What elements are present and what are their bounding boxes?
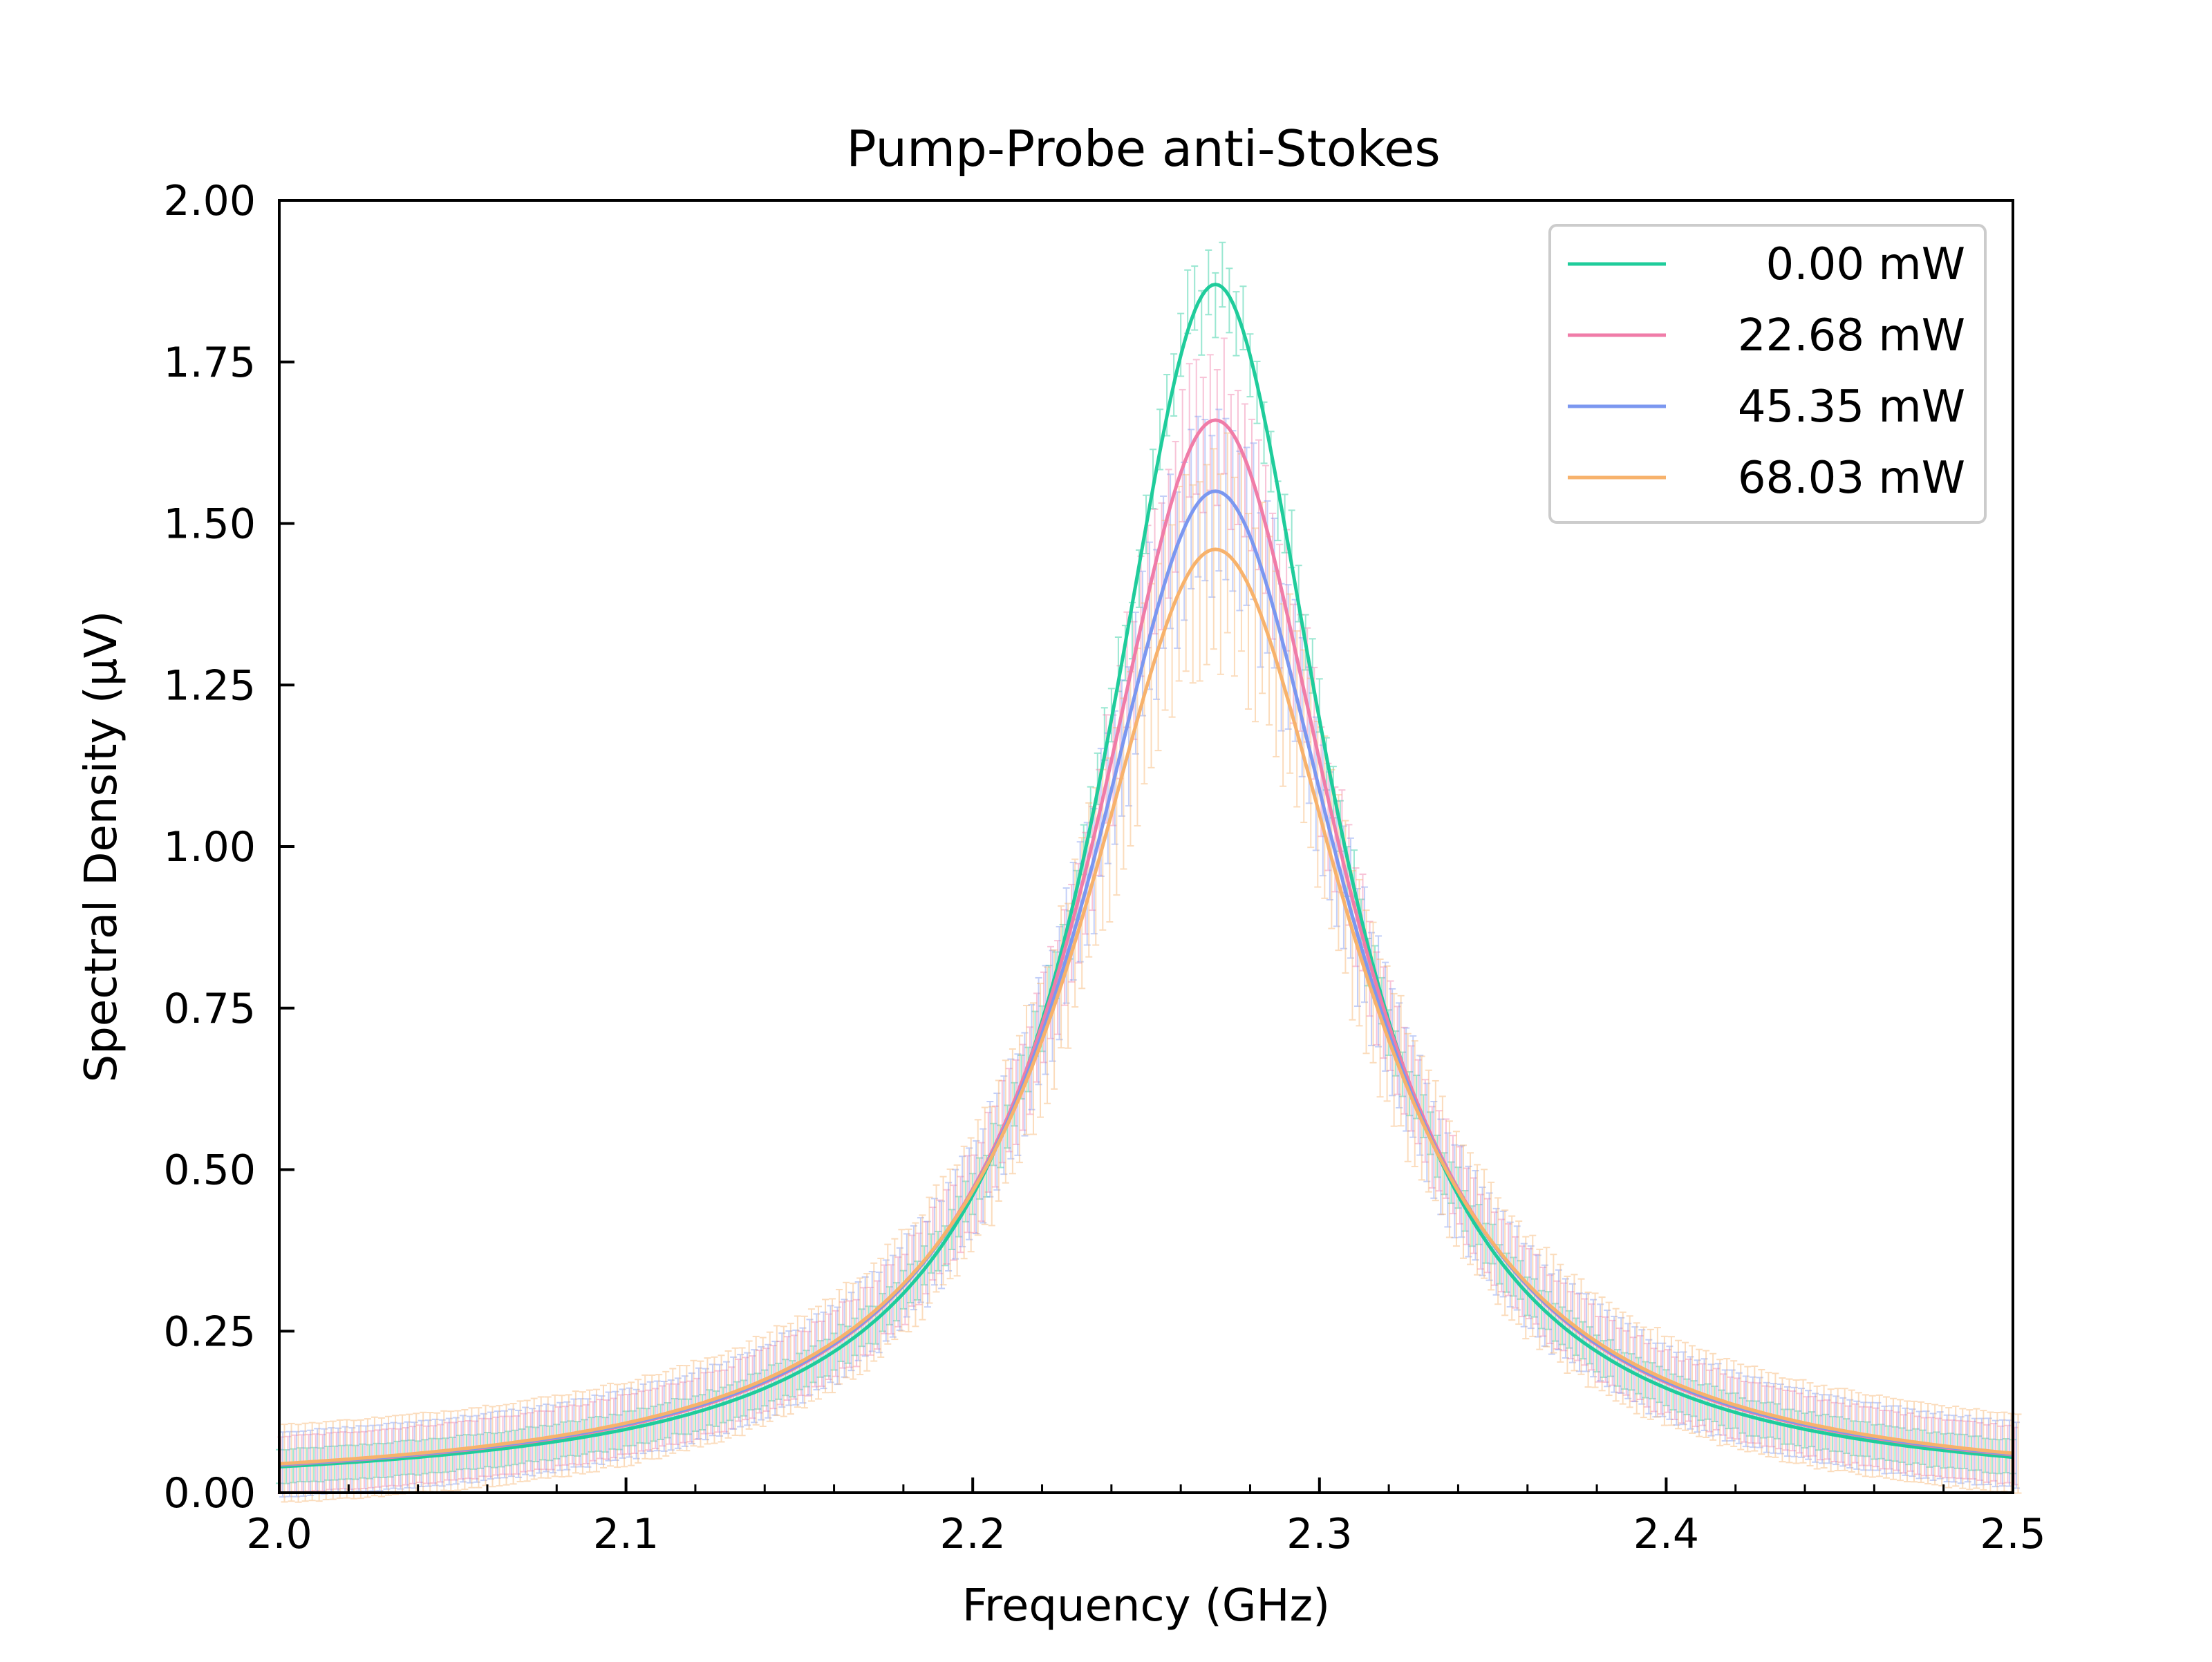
legend-label-0: 0.00 mW — [1766, 239, 1965, 290]
axes-group: 2.0 2.1 2.2 2.3 2.4 2.5 0.00 0.25 0.50 0.75 1.00 1.… — [163, 177, 2045, 1558]
legend-label-1: 22.68 mW — [1738, 310, 1965, 361]
y-tick-label: 0.75 — [163, 985, 256, 1033]
x-tick-label: 2.3 — [1286, 1510, 1352, 1558]
legend-label-2: 45.35 mW — [1738, 381, 1965, 433]
chart-title: Pump-Probe anti-Stokes — [846, 120, 1441, 178]
y-tick-label: 1.25 — [163, 661, 256, 710]
y-tick-label: 0.25 — [163, 1307, 256, 1356]
legend: 0.00 mW 22.68 mW 45.35 mW 68.03 mW — [1548, 224, 1987, 524]
series-lines-group — [279, 282, 2014, 1469]
x-tick-label: 2.0 — [246, 1510, 312, 1558]
x-tick-label: 2.2 — [939, 1510, 1005, 1558]
y-tick-label: 1.75 — [163, 339, 256, 387]
y-tick-label: 1.00 — [163, 823, 256, 871]
y-tick-label: 2.00 — [163, 177, 256, 225]
plot-frame — [278, 199, 2014, 1494]
y-tick-label: 0.50 — [163, 1146, 256, 1195]
legend-frame — [1548, 224, 1987, 524]
x-tick-label: 2.1 — [593, 1510, 659, 1558]
x-tick-label: 2.5 — [1980, 1510, 2045, 1558]
series-line-3 — [279, 547, 2014, 1466]
y-axis-label: Spectral Density (μV) — [76, 611, 127, 1083]
y-tick-label: 1.50 — [163, 500, 256, 549]
x-axis-label: Frequency (GHz) — [962, 1580, 1330, 1632]
x-tick-label: 2.4 — [1633, 1510, 1699, 1558]
y-tick-label: 0.00 — [163, 1469, 256, 1518]
legend-label-3: 68.03 mW — [1738, 453, 1965, 504]
series-line-0 — [279, 282, 2014, 1469]
